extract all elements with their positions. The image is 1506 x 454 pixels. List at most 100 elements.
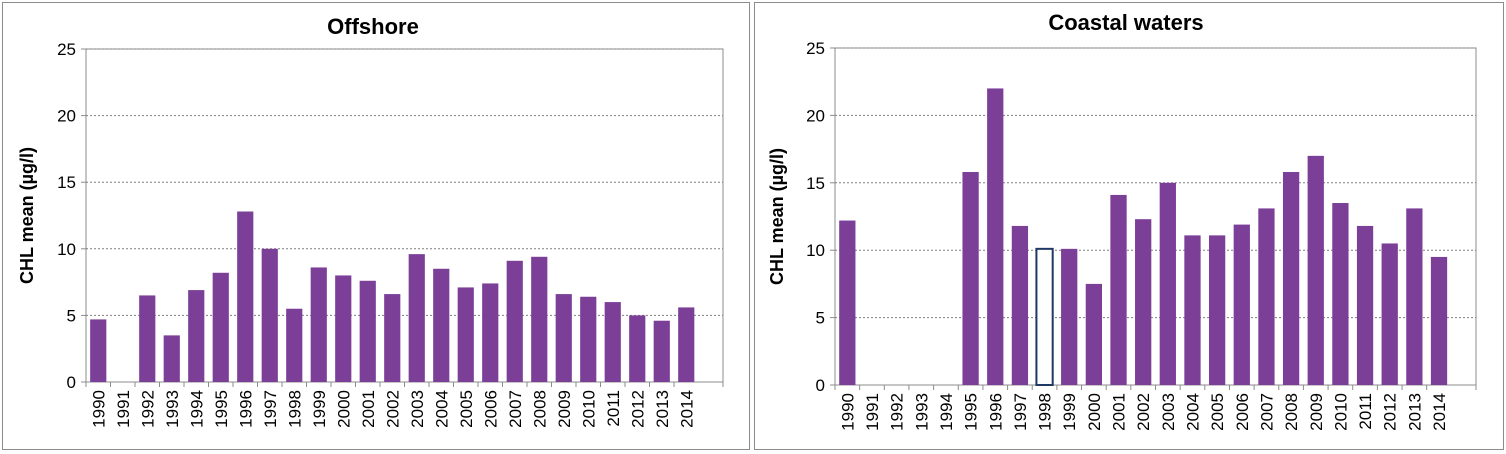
y-tick-label: 5 <box>67 306 76 325</box>
bar-2003 <box>1159 182 1176 385</box>
bar-2009 <box>555 294 572 382</box>
y-tick-label: 5 <box>816 309 825 328</box>
y-tick-label: 10 <box>57 240 76 259</box>
x-tick-label: 1999 <box>310 390 329 428</box>
bar-1996 <box>237 211 254 382</box>
bar-1994 <box>188 290 205 382</box>
x-tick-label: 1997 <box>1011 393 1030 431</box>
bar-2005 <box>1208 235 1226 385</box>
bar-1999 <box>310 267 327 382</box>
x-tick-label: 1995 <box>962 393 981 431</box>
x-tick-label: 2004 <box>1183 393 1202 431</box>
y-tick-label: 0 <box>67 373 76 392</box>
bar-2007 <box>1258 208 1275 385</box>
bar-1998 <box>286 308 303 382</box>
x-tick-label: 2010 <box>1331 393 1350 431</box>
bar-1998-highlighted <box>1035 247 1054 386</box>
x-tick-label: 2002 <box>383 390 402 428</box>
x-tick-label: 1991 <box>863 393 882 431</box>
x-tick-label: 1995 <box>212 390 231 428</box>
x-tick-label: 2013 <box>1405 393 1424 431</box>
y-tick-label: 25 <box>57 40 76 59</box>
bar-2003 <box>408 254 425 382</box>
x-tick-label: 2000 <box>1085 393 1104 431</box>
x-tick-label: 2003 <box>408 390 427 428</box>
x-tick-label: 2012 <box>628 390 647 428</box>
x-tick-label: 2014 <box>677 390 696 428</box>
x-tick-label: 1994 <box>187 390 206 428</box>
bar-2014 <box>678 307 695 382</box>
x-tick-label: 1990 <box>89 390 108 428</box>
bar-2000 <box>335 275 352 382</box>
x-tick-label: 2005 <box>457 390 476 428</box>
y-tick-label: 25 <box>806 39 825 58</box>
bar-2008 <box>1282 172 1300 385</box>
bar-1997 <box>261 248 278 382</box>
bar-2011 <box>1356 225 1374 385</box>
x-tick-label: 2012 <box>1381 393 1400 431</box>
x-tick-label: 2001 <box>359 390 378 428</box>
x-tick-label: 1993 <box>163 390 182 428</box>
bar-2008 <box>531 256 548 382</box>
y-tick-label: 15 <box>806 174 825 193</box>
bar-2002 <box>384 294 401 382</box>
bar-2007 <box>506 260 523 382</box>
x-tick-label: 1992 <box>138 390 157 428</box>
offshore-chart-panel: Offshore CHL mean (µg/l) 0 5 10 15 20 25 1990 199… <box>2 2 750 450</box>
bar-2000 <box>1085 283 1103 385</box>
x-tick-label: 1994 <box>937 393 956 431</box>
x-tick-label: 2010 <box>579 390 598 428</box>
x-tick-label: 1996 <box>236 390 255 428</box>
y-tick-label: 20 <box>806 106 825 125</box>
x-tick-label: 2001 <box>1110 393 1129 431</box>
bar-2004 <box>1184 235 1201 385</box>
x-tick-label: 2006 <box>1233 393 1252 431</box>
bar-2001 <box>1110 194 1127 385</box>
x-tick-label: 1998 <box>285 390 304 428</box>
x-tick-label: 2000 <box>334 390 353 428</box>
bar-2006 <box>1233 224 1250 385</box>
bar-1990 <box>90 319 107 382</box>
x-tick-label: 1999 <box>1060 393 1079 431</box>
bar-1997 <box>1011 225 1029 385</box>
x-tick-label: 2009 <box>555 390 574 428</box>
x-tick-label: 1998 <box>1036 393 1055 431</box>
bar-2004 <box>433 268 450 382</box>
x-tick-label: 1997 <box>261 390 280 428</box>
x-tick-label: 2011 <box>604 390 623 427</box>
bar-2012 <box>1381 243 1398 385</box>
plot-area <box>85 48 724 383</box>
coastal-waters-chart-panel: Coastal waters CHL mean (µg/l) 0 5 10 15 20 25 1… <box>754 2 1504 450</box>
x-tick-label: 2004 <box>432 390 451 428</box>
bar-2011 <box>604 302 621 382</box>
x-tick-label: 2013 <box>653 390 672 428</box>
bar-2009 <box>1307 155 1324 385</box>
bar-2013 <box>1406 208 1423 385</box>
plot-area <box>834 47 1477 386</box>
x-tick-label: 2005 <box>1208 393 1227 431</box>
x-tick-label: 2009 <box>1307 393 1326 431</box>
x-tick-label: 1990 <box>838 393 857 431</box>
x-tick-label: 2007 <box>1257 393 1276 431</box>
x-tick-label: 2003 <box>1159 393 1178 431</box>
bar-1992 <box>139 295 156 382</box>
x-tick-label: 2008 <box>530 390 549 428</box>
bar-2005 <box>457 287 474 382</box>
chart-title: Coastal waters <box>1048 10 1203 35</box>
bar-1995 <box>962 172 979 385</box>
y-tick-label: 15 <box>57 173 76 192</box>
x-tick-label: 1996 <box>986 393 1005 431</box>
x-tick-label: 2006 <box>481 390 500 428</box>
bar-2002 <box>1135 219 1152 385</box>
y-tick-label: 20 <box>57 107 76 126</box>
x-tick-label: 1992 <box>888 393 907 431</box>
bar-2010 <box>1332 203 1349 385</box>
x-tick-label: 2011 <box>1356 393 1375 430</box>
x-tick-label: 2002 <box>1134 393 1153 431</box>
bar-2012 <box>629 315 646 382</box>
bar-2014 <box>1430 256 1448 385</box>
bar-1990 <box>839 220 856 385</box>
x-tick-label: 2014 <box>1430 393 1449 431</box>
y-tick-label: 10 <box>806 241 825 260</box>
x-tick-label: 2008 <box>1282 393 1301 431</box>
